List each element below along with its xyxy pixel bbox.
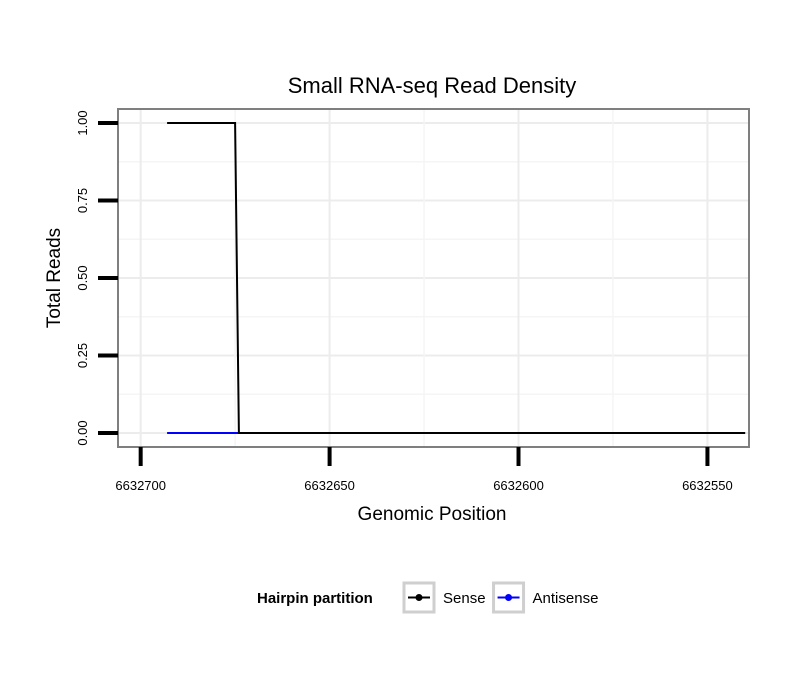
legend-label: Antisense [533, 590, 599, 607]
y-tick-label: 0.75 [75, 188, 90, 213]
y-tick-label: 0.25 [75, 343, 90, 368]
legend-label: Sense [443, 590, 486, 607]
y-tick-label: 0.50 [75, 265, 90, 290]
x-tick-label: 6632550 [682, 478, 733, 493]
x-axis-label: Genomic Position [358, 504, 507, 525]
x-tick-label: 6632650 [304, 478, 355, 493]
chart-title: Small RNA-seq Read Density [288, 73, 577, 98]
x-axis: 6632700 6632650 6632600 6632550 [115, 447, 733, 493]
legend-item-sense: Sense [402, 581, 486, 614]
legend: Hairpin partition Sense Antisense [257, 581, 599, 614]
y-tick-label: 1.00 [75, 110, 90, 135]
y-axis: 0.00 0.25 0.50 0.75 1.00 [75, 110, 118, 446]
x-tick-label: 6632700 [115, 478, 166, 493]
legend-key-point [505, 594, 513, 601]
legend-key-point [415, 594, 423, 601]
x-tick-label: 6632600 [493, 478, 544, 493]
y-axis-label: Total Reads [44, 228, 65, 328]
legend-title: Hairpin partition [257, 590, 373, 607]
grid [118, 109, 749, 447]
legend-item-antisense: Antisense [492, 581, 599, 614]
legend-key-box [492, 581, 526, 614]
series-line-sense [167, 122, 746, 434]
series-lines [167, 122, 746, 434]
y-tick-label: 0.00 [75, 420, 90, 445]
